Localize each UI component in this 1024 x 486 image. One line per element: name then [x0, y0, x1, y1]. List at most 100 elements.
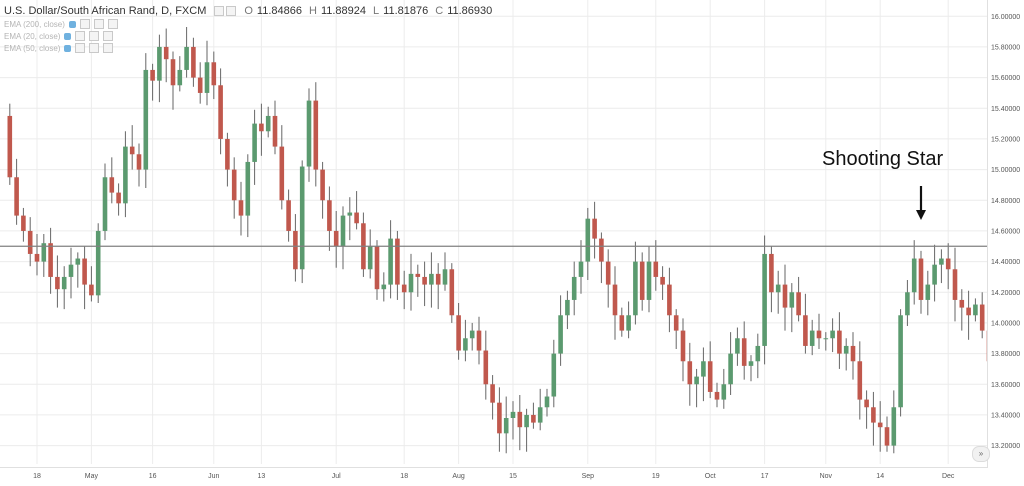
candle[interactable]	[558, 295, 563, 366]
candle[interactable]	[116, 183, 121, 215]
candle[interactable]	[892, 390, 897, 453]
candle[interactable]	[504, 397, 509, 454]
candle[interactable]	[735, 328, 740, 366]
candle[interactable]	[776, 271, 781, 314]
candle[interactable]	[572, 262, 577, 316]
candle[interactable]	[722, 369, 727, 409]
candle[interactable]	[742, 321, 747, 379]
candle[interactable]	[327, 186, 332, 250]
candle[interactable]	[137, 144, 142, 187]
candle[interactable]	[55, 255, 60, 307]
candle[interactable]	[96, 223, 101, 303]
candle[interactable]	[334, 211, 339, 268]
candle[interactable]	[361, 213, 366, 277]
candle[interactable]	[749, 355, 754, 381]
candle[interactable]	[674, 309, 679, 349]
candle[interactable]	[980, 292, 985, 338]
candle[interactable]	[76, 252, 81, 287]
candle[interactable]	[654, 240, 659, 291]
candle[interactable]	[817, 314, 822, 349]
candle[interactable]	[395, 231, 400, 300]
candle[interactable]	[926, 271, 931, 315]
candle[interactable]	[225, 133, 230, 187]
candle[interactable]	[885, 416, 890, 451]
indicator-ema20[interactable]: EMA (20, close)	[4, 30, 495, 42]
candle[interactable]	[232, 157, 237, 218]
candle[interactable]	[110, 157, 115, 203]
candle[interactable]	[538, 389, 543, 430]
more-icon[interactable]	[103, 43, 113, 53]
candle[interactable]	[252, 110, 257, 185]
candle[interactable]	[259, 104, 264, 156]
candle[interactable]	[660, 266, 665, 300]
candle[interactable]	[905, 280, 910, 326]
candle[interactable]	[178, 56, 183, 91]
candle[interactable]	[620, 308, 625, 337]
candle[interactable]	[803, 294, 808, 354]
candle[interactable]	[286, 190, 291, 242]
candle[interactable]	[953, 248, 958, 322]
candle[interactable]	[8, 104, 13, 185]
candle[interactable]	[796, 277, 801, 321]
candle[interactable]	[497, 387, 502, 451]
candle[interactable]	[919, 251, 924, 314]
settings-icon[interactable]	[75, 43, 85, 53]
candle[interactable]	[171, 52, 176, 110]
candle[interactable]	[456, 303, 461, 360]
candle[interactable]	[898, 309, 903, 416]
candle[interactable]	[409, 254, 414, 311]
candle[interactable]	[626, 301, 631, 338]
candle[interactable]	[198, 62, 203, 103]
candle[interactable]	[511, 401, 516, 439]
eye-icon[interactable]	[64, 45, 71, 52]
indicator-ema200[interactable]: EMA (200, close)	[4, 18, 495, 30]
candle[interactable]	[647, 246, 652, 312]
candle[interactable]	[606, 249, 611, 307]
candle[interactable]	[586, 208, 591, 280]
close-icon[interactable]	[89, 43, 99, 53]
close-icon[interactable]	[89, 31, 99, 41]
candle[interactable]	[477, 317, 482, 365]
candle[interactable]	[681, 318, 686, 381]
candle[interactable]	[89, 266, 94, 301]
candle[interactable]	[579, 240, 584, 294]
candle[interactable]	[701, 347, 706, 401]
hide-icon[interactable]	[214, 6, 224, 16]
candle[interactable]	[769, 246, 774, 312]
candle[interactable]	[810, 320, 815, 355]
candle[interactable]	[694, 369, 699, 407]
candle[interactable]	[354, 191, 359, 229]
eye-icon[interactable]	[64, 33, 71, 40]
candle[interactable]	[613, 266, 618, 340]
candle[interactable]	[429, 252, 434, 307]
candle[interactable]	[382, 272, 387, 301]
candle[interactable]	[599, 232, 604, 283]
candle[interactable]	[402, 271, 407, 309]
candle[interactable]	[307, 88, 312, 182]
double-chevron-right-icon[interactable]: »	[972, 446, 990, 462]
candle[interactable]	[35, 234, 40, 275]
candle[interactable]	[348, 197, 353, 240]
settings-icon[interactable]	[226, 6, 236, 16]
candle[interactable]	[858, 341, 863, 419]
candle[interactable]	[123, 131, 128, 217]
candle[interactable]	[688, 343, 693, 406]
candle[interactable]	[341, 206, 346, 269]
candle[interactable]	[490, 375, 495, 419]
more-icon[interactable]	[108, 19, 118, 29]
more-icon[interactable]	[103, 31, 113, 41]
candle[interactable]	[851, 332, 856, 380]
candle[interactable]	[375, 240, 380, 300]
indicator-ema50[interactable]: EMA (50, close)	[4, 42, 495, 54]
candle[interactable]	[463, 320, 468, 361]
candle[interactable]	[966, 291, 971, 340]
candle[interactable]	[144, 53, 149, 188]
candle[interactable]	[450, 263, 455, 323]
candle[interactable]	[939, 249, 944, 283]
candle[interactable]	[28, 217, 33, 266]
candle[interactable]	[973, 298, 978, 321]
candle[interactable]	[545, 389, 550, 417]
